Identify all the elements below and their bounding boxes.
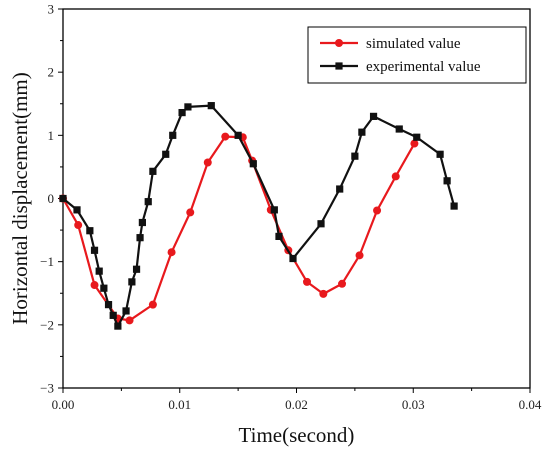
simulated-value-point [319, 289, 328, 298]
experimental-value-point [369, 112, 378, 120]
x-tick-label: 0.03 [402, 397, 425, 412]
y-axis-title: Horizontal displacement(mm) [8, 72, 32, 325]
experimental-value-point [436, 150, 444, 158]
experimental-value-point [136, 234, 144, 242]
experimental-value-point [289, 254, 297, 263]
x-tick-label: 0.02 [285, 397, 308, 412]
experimental-value-point [317, 220, 325, 228]
experimental-value-point [90, 246, 99, 254]
y-tick-label: 1 [48, 128, 55, 143]
y-tick-label: −3 [40, 381, 54, 396]
simulated-value-point [338, 279, 347, 288]
experimental-value-point [249, 160, 257, 168]
legend-label-experimental-value: experimental value [366, 59, 481, 75]
experimental-value-point [109, 311, 117, 319]
experimental-value-line [62, 104, 456, 328]
simulated-value-point [203, 158, 212, 167]
experimental-value-point [114, 322, 122, 330]
experimental-value-point [450, 202, 458, 210]
legend-swatch-marker [335, 39, 343, 47]
x-tick-label: 0.00 [52, 397, 75, 412]
experimental-value-point [270, 206, 278, 214]
simulated-value-point [74, 221, 83, 230]
simulated-value-point [373, 206, 382, 215]
y-tick-label: 2 [48, 65, 55, 80]
legend-swatch-marker [335, 62, 343, 70]
legend: simulated value experimental value [307, 26, 527, 84]
experimental-value-point [86, 227, 94, 235]
experimental-value-point [149, 167, 157, 175]
simulated-value-point [410, 139, 419, 148]
series-layer [59, 102, 458, 330]
series-experimental-value [59, 102, 458, 330]
axes: 0.00 0.01 0.02 0.03 0.04 −3 −2 −1 0 1 2 3 [40, 2, 542, 413]
experimental-value-point [358, 128, 366, 136]
experimental-value-point [178, 108, 186, 117]
experimental-value-point [162, 150, 170, 158]
experimental-value-point [184, 103, 192, 111]
experimental-value-point [413, 133, 421, 141]
x-tick-label: 0.01 [168, 397, 191, 412]
experimental-value-point [100, 284, 108, 292]
y-tick-label: −1 [40, 254, 54, 269]
experimental-value-point [144, 198, 152, 206]
simulated-value-point [186, 208, 195, 217]
simulated-value-point [221, 132, 230, 141]
experimental-value-point [122, 307, 130, 315]
simulated-value-point [391, 172, 400, 181]
experimental-value-point [95, 267, 103, 275]
simulated-value-point [90, 281, 99, 290]
experimental-value-point [104, 301, 113, 309]
experimental-value-point [275, 232, 283, 240]
simulated-value-point [303, 277, 312, 286]
y-tick-label: 0 [48, 191, 55, 206]
simulated-value-line [62, 135, 416, 322]
legend-label-simulated-value: simulated value [366, 36, 461, 52]
series-simulated-value [59, 132, 419, 325]
experimental-value-point [207, 102, 215, 110]
x-tick-label: 0.04 [519, 397, 542, 412]
y-tick-label: 3 [48, 2, 55, 17]
experimental-value-point [138, 218, 146, 227]
experimental-value-point [132, 265, 141, 273]
experimental-value-point [234, 131, 242, 139]
simulated-value-point [355, 251, 364, 260]
experimental-value-point [59, 194, 67, 203]
simulated-value-point [148, 300, 157, 309]
simulated-value-point [167, 248, 176, 257]
legend-box [307, 26, 527, 84]
experimental-value-point [73, 206, 81, 214]
x-axis-title: Time(second) [239, 423, 355, 447]
simulated-value-point [125, 316, 134, 325]
experimental-value-point [395, 125, 403, 133]
experimental-value-point [169, 131, 177, 139]
y-tick-label: −2 [40, 317, 54, 332]
experimental-value-point [351, 152, 359, 160]
experimental-value-point [443, 177, 451, 185]
experimental-value-point [336, 185, 344, 193]
experimental-value-point [128, 278, 136, 286]
